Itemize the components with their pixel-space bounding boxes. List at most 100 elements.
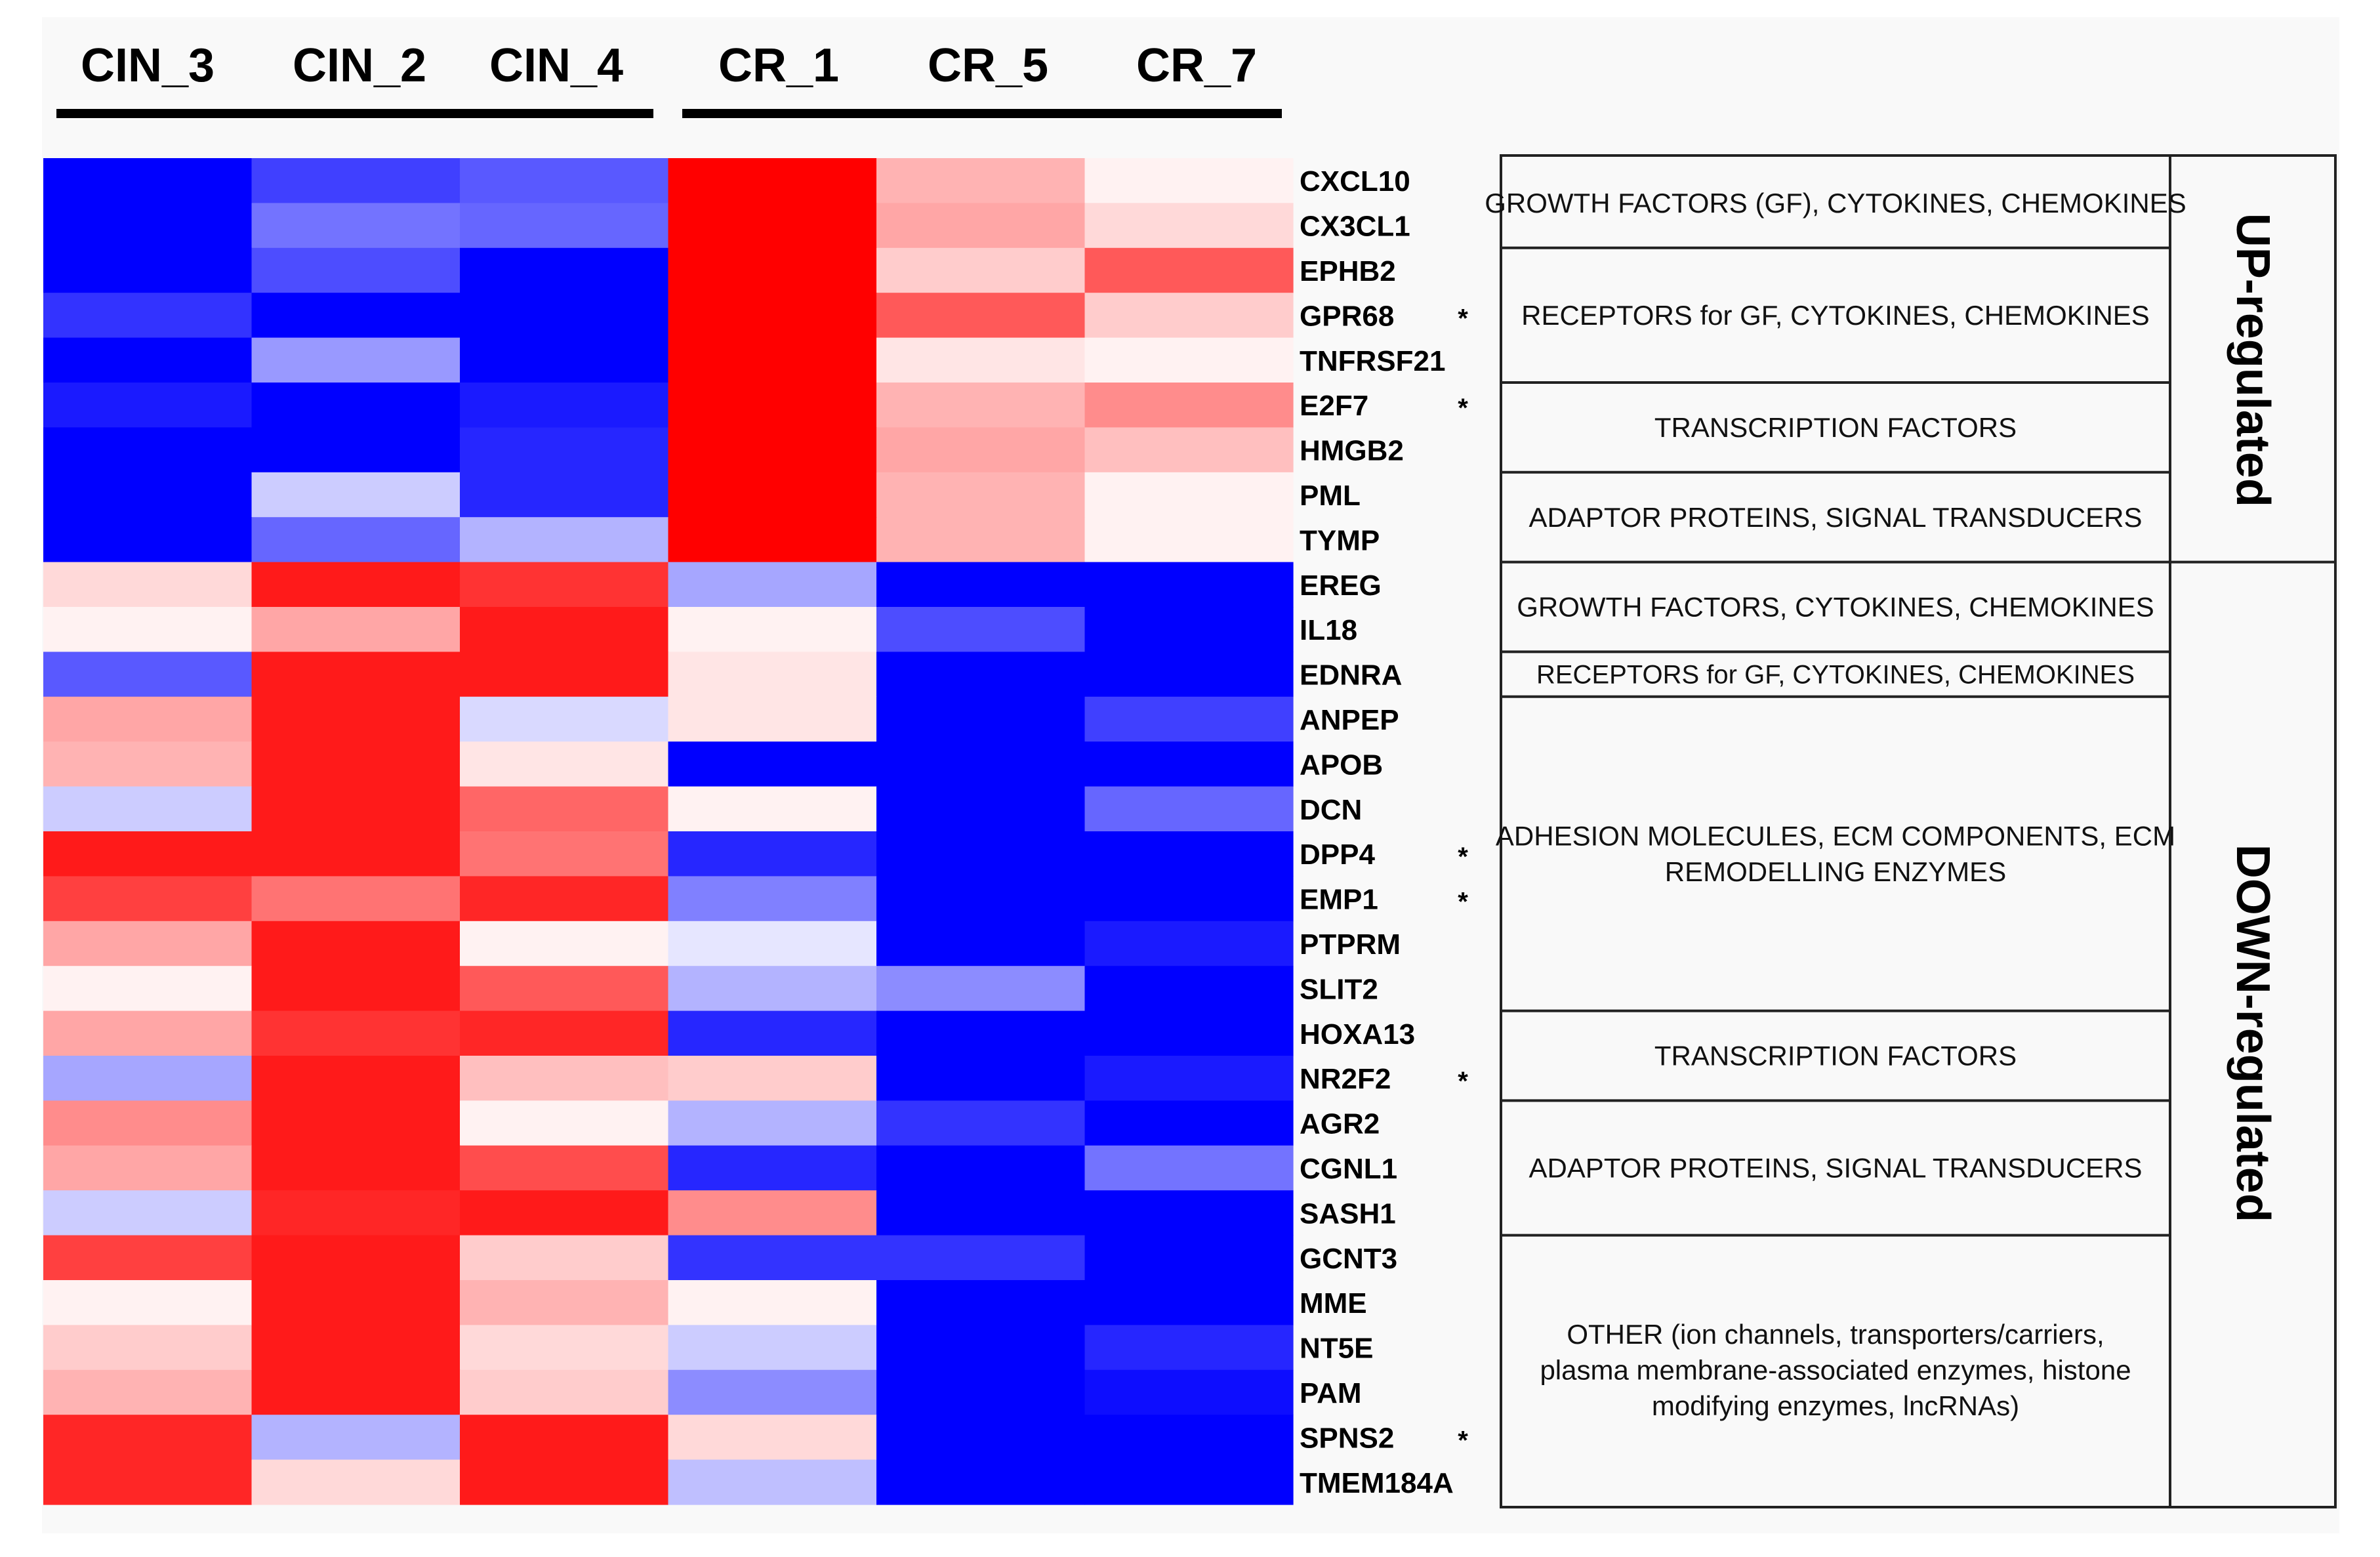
heatmap-cell-pam-cin-2 [251, 1369, 461, 1415]
heatmap-cell-hoxa13-cin-3 [43, 1010, 253, 1056]
heatmap-cell-anpep-cr-5 [876, 696, 1086, 742]
row-label-tymp: TYMP [1300, 524, 1380, 556]
heatmap-cell-e2f7-cr-7 [1084, 383, 1294, 428]
heatmap-cell-hmgb2-cr-5 [876, 427, 1086, 473]
heatmap-cell-spns2-cin-4 [460, 1415, 669, 1461]
row-label-cx3cl1: CX3CL1 [1300, 211, 1410, 243]
heatmap-cell-tymp-cr-5 [876, 517, 1086, 563]
heatmap-cell-ereg-cr-7 [1084, 562, 1294, 608]
heatmap-cell-pml-cr-7 [1084, 472, 1294, 518]
heatmap-cell-slit2-cin-4 [460, 966, 669, 1012]
heatmap-cell-tymp-cin-4 [460, 517, 669, 563]
heatmap-cell-anpep-cin-4 [460, 696, 669, 742]
heatmap-cell-hmgb2-cr-1 [668, 427, 877, 473]
heatmap-cell-mme-cin-2 [251, 1280, 461, 1325]
heatmap-cell-cgnl1-cr-5 [876, 1145, 1086, 1191]
heatmap-cell-tymp-cin-2 [251, 517, 461, 563]
heatmap-cell-ephb2-cin-3 [43, 247, 253, 293]
heatmap-cell-ereg-cr-1 [668, 562, 877, 608]
category-table: GROWTH FACTORS (GF), CYTOKINES, CHEMOKIN… [1485, 154, 2337, 1508]
significance-markers: * * * * * * [1458, 304, 1468, 1455]
column-header-cin-2: CIN_2 [293, 39, 426, 92]
heatmap-cell-ptprm-cr-5 [876, 921, 1086, 966]
row-label-tnfrsf21: TNFRSF21 [1300, 345, 1445, 377]
row-label-pam: PAM [1300, 1377, 1362, 1409]
heatmap-cell-nt5e-cr-1 [668, 1325, 877, 1371]
heatmap-cell-spns2-cr-1 [668, 1415, 877, 1461]
heatmap-cell-gpr68-cr-5 [876, 293, 1086, 339]
heatmap-cell-slit2-cin-3 [43, 966, 253, 1012]
category-label: TRANSCRIPTION FACTORS [1654, 412, 2017, 443]
category-label: RECEPTORS for GF, CYTOKINES, CHEMOKINES [1521, 300, 2150, 331]
heatmap-cell-ednra-cr-1 [668, 652, 877, 697]
heatmap-cell-pml-cin-2 [251, 472, 461, 518]
row-label-slit2: SLIT2 [1300, 973, 1378, 1005]
heatmap-cell-cgnl1-cr-7 [1084, 1145, 1294, 1191]
heatmap-cell-tmem184a-cr-7 [1084, 1459, 1294, 1505]
heatmap-cell-pam-cr-7 [1084, 1369, 1294, 1415]
heatmap-cell-pam-cin-3 [43, 1369, 253, 1415]
category-label: RECEPTORS for GF, CYTOKINES, CHEMOKINES [1536, 661, 2135, 690]
heatmap-cell-mme-cr-7 [1084, 1280, 1294, 1325]
heatmap-cell-tmem184a-cin-2 [251, 1459, 461, 1505]
marker-nr2f2: * [1458, 1067, 1468, 1096]
category-label: OTHER (ion channels, transporters/carrie… [1540, 1319, 2131, 1421]
heatmap-cell-nr2f2-cr-1 [668, 1056, 877, 1101]
group-bar-cr [682, 109, 1282, 118]
column-header-cr-7: CR_7 [1136, 39, 1257, 92]
heatmap-cell-gpr68-cin-3 [43, 293, 253, 339]
regulation-labels: UP-regulated DOWN-regulated [2170, 213, 2335, 1222]
column-header-cr-1: CR_1 [718, 39, 839, 92]
heatmap-cell-apob-cr-7 [1084, 741, 1294, 787]
column-header-cin-4: CIN_4 [489, 39, 623, 92]
heatmap-cell-spns2-cin-2 [251, 1415, 461, 1461]
heatmap-cell-ptprm-cin-4 [460, 921, 669, 966]
heatmap-cell-cx3cl1-cr-7 [1084, 203, 1294, 249]
heatmap-cell-cxcl10-cin-2 [251, 158, 461, 203]
heatmap-cell-tnfrsf21-cr-5 [876, 337, 1086, 383]
heatmap-cell-hmgb2-cr-7 [1084, 427, 1294, 473]
marker-e2f7: * [1458, 394, 1468, 423]
heatmap-cell-mme-cr-5 [876, 1280, 1086, 1325]
heatmap-cell-cxcl10-cr-1 [668, 158, 877, 203]
heatmap-cell-il18-cin-2 [251, 607, 461, 652]
heatmap-cell-tnfrsf21-cin-4 [460, 337, 669, 383]
heatmap-cell-mme-cin-3 [43, 1280, 253, 1325]
heatmap-cell-tnfrsf21-cin-3 [43, 337, 253, 383]
marker-spns2: * [1458, 1426, 1468, 1455]
heatmap-cell-spns2-cin-3 [43, 1415, 253, 1461]
regulation-label-up-regulated: UP-regulated [2226, 213, 2279, 507]
row-label-anpep: ANPEP [1300, 704, 1399, 736]
heatmap-cell-tmem184a-cr-1 [668, 1459, 877, 1505]
heatmap-cell-ereg-cin-4 [460, 562, 669, 608]
heatmap-cell-cxcl10-cr-5 [876, 158, 1086, 203]
group-bar-cin [56, 109, 653, 118]
row-label-mme: MME [1300, 1287, 1367, 1319]
row-label-ednra: EDNRA [1300, 659, 1402, 692]
heatmap-cell-hoxa13-cin-2 [251, 1010, 461, 1056]
category-label: ADAPTOR PROTEINS, SIGNAL TRANSDUCERS [1529, 502, 2142, 533]
heatmap-cell-nr2f2-cr-7 [1084, 1056, 1294, 1101]
heatmap-cell-gpr68-cr-1 [668, 293, 877, 339]
heatmap-cell-hmgb2-cin-2 [251, 427, 461, 473]
category-label: GROWTH FACTORS, CYTOKINES, CHEMOKINES [1517, 592, 2154, 623]
heatmap-cell-dcn-cr-7 [1084, 786, 1294, 832]
heatmap-cell-spns2-cr-7 [1084, 1415, 1294, 1461]
row-label-agr2: AGR2 [1300, 1108, 1380, 1140]
heatmap-cell-e2f7-cr-5 [876, 383, 1086, 428]
heatmap-cell-agr2-cr-1 [668, 1100, 877, 1146]
heatmap-cell-agr2-cin-2 [251, 1100, 461, 1146]
heatmap-cell-dpp4-cr-7 [1084, 831, 1294, 877]
heatmap-cell-ptprm-cin-3 [43, 921, 253, 966]
heatmap-cell-tnfrsf21-cr-7 [1084, 337, 1294, 383]
heatmap-cell-ephb2-cin-2 [251, 247, 461, 293]
heatmap-cell-anpep-cr-1 [668, 696, 877, 742]
row-label-tmem184a: TMEM184A [1300, 1467, 1454, 1499]
heatmap-cell-cxcl10-cin-4 [460, 158, 669, 203]
heatmap-cell-sash1-cin-2 [251, 1190, 461, 1236]
marker-gpr68: * [1458, 304, 1468, 333]
heatmap-cell-cx3cl1-cr-5 [876, 203, 1086, 249]
heatmap-cell-slit2-cr-5 [876, 966, 1086, 1012]
heatmap-cell-e2f7-cr-1 [668, 383, 877, 428]
row-label-hoxa13: HOXA13 [1300, 1018, 1415, 1050]
